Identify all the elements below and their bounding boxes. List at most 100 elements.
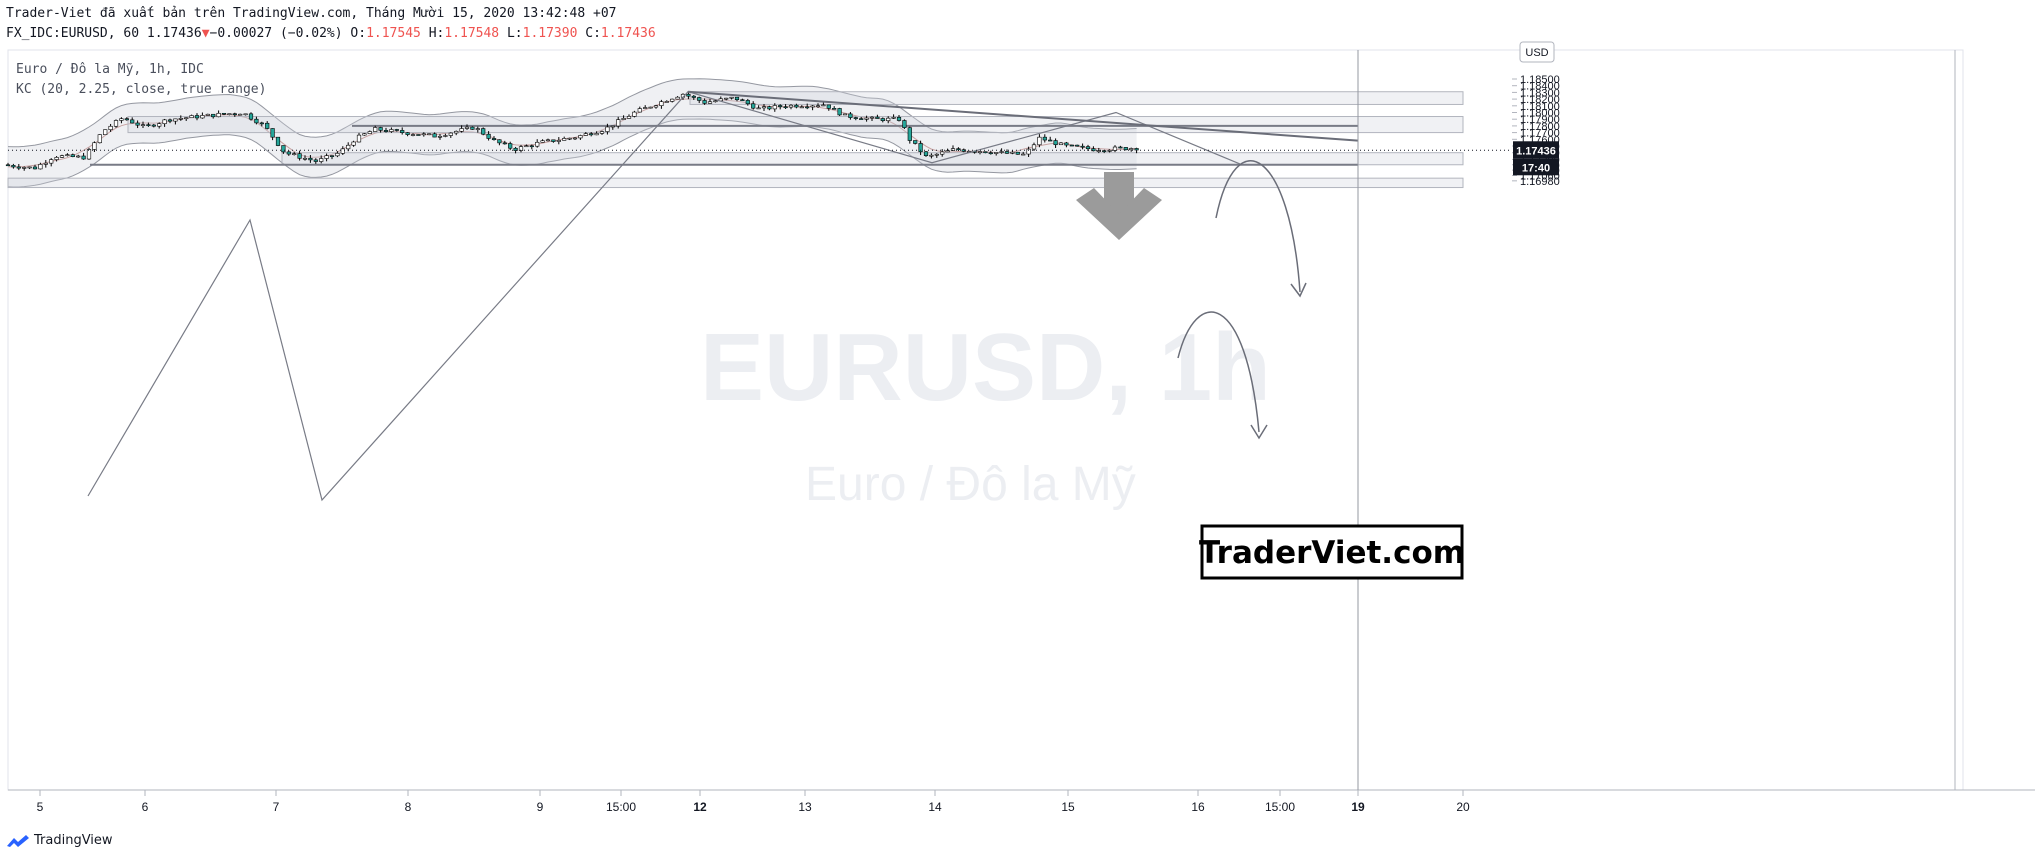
candle (324, 153, 329, 162)
candle (637, 106, 642, 113)
time-tick-label: 13 (798, 800, 812, 814)
candle (508, 141, 513, 151)
candle (383, 127, 389, 133)
close-value: 1.17436 (600, 26, 656, 41)
candle (540, 139, 545, 143)
candle (751, 101, 756, 110)
candle (81, 152, 86, 160)
candle (740, 98, 745, 102)
zone-support[interactable] (7, 177, 1464, 189)
candle (292, 151, 297, 156)
candle (1026, 146, 1031, 157)
candle (221, 112, 227, 116)
candle (788, 104, 794, 110)
candle (632, 110, 637, 118)
high-label: H: (428, 26, 445, 41)
candle (1037, 134, 1042, 148)
candle (108, 123, 113, 132)
candle (1123, 146, 1128, 151)
zone-supply[interactable] (127, 116, 1464, 134)
candle (448, 132, 453, 138)
candle (313, 158, 318, 164)
projection-arc-upper (1215, 160, 1301, 293)
candle (200, 112, 205, 119)
candle (545, 138, 551, 142)
candle (1107, 149, 1112, 153)
description-watermark: Euro / Đô la Mỹ (805, 458, 1136, 511)
price-tick-label: 1.18400 (1520, 81, 1560, 93)
price-tick-label: 1.18100 (1520, 101, 1560, 113)
price-tick-label: 1.18500 (1520, 74, 1560, 86)
candle (32, 164, 38, 170)
candle (259, 121, 264, 127)
keltner-upper-line (7, 78, 1137, 148)
candle (319, 155, 324, 164)
candle (410, 133, 416, 137)
low-label: L: (506, 26, 523, 41)
candle (1004, 149, 1010, 154)
candle (1112, 145, 1118, 153)
brand-text: TraderViet.com (1199, 535, 1465, 571)
candle (162, 118, 167, 127)
zone-resistance[interactable] (689, 91, 1464, 105)
candle (940, 149, 945, 157)
candle (421, 132, 426, 137)
horizontal-lines-layer (90, 124, 1358, 166)
candle (238, 113, 243, 116)
series-legend[interactable]: Euro / Đô la Mỹ, 1h, IDC (16, 62, 204, 77)
time-tick-label: 19 (1351, 800, 1365, 814)
candle (707, 98, 713, 104)
candle (281, 145, 286, 154)
zone-demand[interactable] (281, 152, 1464, 166)
candle (1096, 147, 1101, 154)
candle (97, 134, 102, 144)
candle (286, 150, 291, 156)
candle (367, 130, 372, 134)
descending-trend-line[interactable] (687, 90, 1359, 142)
candle (346, 142, 351, 152)
candle (130, 117, 135, 124)
candle (394, 128, 399, 132)
indicator-legend[interactable]: KC (20, 2.25, close, true range) (16, 82, 267, 97)
candle (826, 104, 831, 111)
candle (103, 129, 108, 136)
candle (254, 116, 259, 125)
candle (173, 118, 178, 125)
candle (626, 114, 632, 119)
candle (670, 98, 675, 103)
candle (837, 107, 842, 116)
candle (92, 141, 97, 153)
candle (405, 132, 410, 137)
time-tick-label: 14 (928, 800, 942, 814)
candle (907, 126, 912, 144)
candle (724, 97, 729, 101)
time-tick-label: 15:00 (1265, 800, 1295, 814)
footer-brand-text: TradingView (34, 833, 113, 848)
time-tick-label: 20 (1456, 800, 1470, 814)
candle (929, 153, 934, 159)
candle (1069, 144, 1074, 147)
candle (842, 113, 848, 116)
candle (475, 126, 480, 133)
price-tick-label: 1.18000 (1520, 108, 1560, 120)
time-axis[interactable]: 5 6 7 8 9 15:00 12 13 14 15 16 15:00 19 20 (37, 50, 1470, 814)
candle (362, 133, 367, 136)
candle (729, 96, 734, 100)
candle (491, 136, 497, 141)
candle (16, 163, 21, 171)
footer-brand[interactable]: TradingView (6, 833, 113, 848)
low-value: 1.17390 (522, 26, 578, 41)
candle (437, 133, 443, 140)
symbol-interval[interactable]: FX_IDC:EURUSD, 60 (6, 26, 140, 41)
candle (572, 137, 578, 140)
candle (216, 110, 221, 118)
candle (113, 119, 119, 128)
candle (140, 121, 146, 129)
candle (918, 140, 923, 156)
candle (562, 136, 567, 141)
candle (902, 119, 907, 129)
candle (157, 122, 162, 129)
currency-badge[interactable]: USD (1519, 41, 1555, 63)
big-down-arrow-icon (1076, 172, 1162, 240)
